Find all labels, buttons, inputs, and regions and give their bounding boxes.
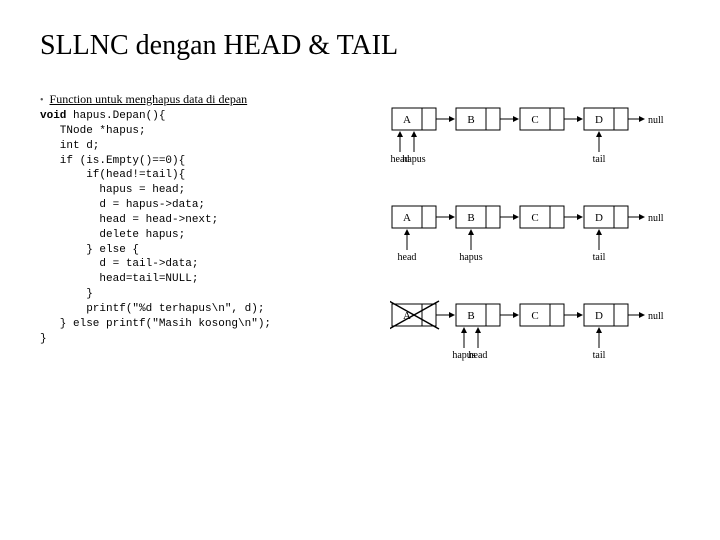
code-l7: d = hapus->data; bbox=[40, 199, 205, 211]
content-row: • Function untuk menghapus data di depan… bbox=[40, 92, 680, 376]
diagram-column: A B C Dnull head hapus tail A B C Dnull head hapus t… bbox=[390, 92, 690, 376]
svg-text:A: A bbox=[403, 212, 411, 224]
code-l8: head = head->next; bbox=[40, 214, 218, 226]
svg-text:A: A bbox=[403, 114, 411, 126]
svg-text:C: C bbox=[531, 212, 538, 224]
svg-text:tail: tail bbox=[593, 350, 606, 361]
svg-text:tail: tail bbox=[593, 252, 606, 263]
page-title: SLLNC dengan HEAD & TAIL bbox=[40, 30, 680, 62]
code-l5: if(head!=tail){ bbox=[40, 169, 185, 181]
code-l2: TNode *hapus; bbox=[40, 125, 146, 137]
svg-text:tail: tail bbox=[593, 154, 606, 165]
svg-text:B: B bbox=[467, 114, 474, 126]
subtitle-row: • Function untuk menghapus data di depan bbox=[40, 92, 370, 107]
svg-text:head: head bbox=[469, 350, 488, 361]
svg-text:null: null bbox=[648, 115, 664, 126]
svg-text:null: null bbox=[648, 311, 664, 322]
svg-text:C: C bbox=[531, 114, 538, 126]
code-l13: } bbox=[40, 288, 93, 300]
code-kw-void: void bbox=[40, 110, 66, 122]
code-l4: if (is.Empty()==0){ bbox=[40, 155, 185, 167]
diagram-row-2: A B C Dnull head hapus tail bbox=[390, 198, 690, 278]
code-l11: d = tail->data; bbox=[40, 258, 198, 270]
subtitle-text: Function untuk menghapus data di depan bbox=[50, 92, 248, 107]
code-l9: delete hapus; bbox=[40, 229, 185, 241]
svg-text:D: D bbox=[595, 114, 603, 126]
svg-text:hapus: hapus bbox=[459, 252, 482, 263]
code-column: • Function untuk menghapus data di depan… bbox=[40, 92, 370, 376]
svg-text:null: null bbox=[648, 213, 664, 224]
code-l16: } bbox=[40, 333, 47, 345]
svg-text:head: head bbox=[398, 252, 417, 263]
bullet-icon: • bbox=[40, 95, 44, 106]
code-l10: } else { bbox=[40, 244, 139, 256]
svg-text:D: D bbox=[595, 310, 603, 322]
svg-text:D: D bbox=[595, 212, 603, 224]
code-block: void hapus.Depan(){ TNode *hapus; int d;… bbox=[40, 109, 370, 347]
code-l3: int d; bbox=[40, 140, 99, 152]
code-l6: hapus = head; bbox=[40, 184, 185, 196]
svg-text:B: B bbox=[467, 310, 474, 322]
code-l14: printf("%d terhapus\n", d); bbox=[40, 303, 264, 315]
code-l1b: hapus.Depan(){ bbox=[66, 110, 165, 122]
svg-text:hapus: hapus bbox=[402, 154, 425, 165]
svg-text:B: B bbox=[467, 212, 474, 224]
code-l12: head=tail=NULL; bbox=[40, 273, 198, 285]
code-l15: } else printf("Masih kosong\n"); bbox=[40, 318, 271, 330]
svg-text:C: C bbox=[531, 310, 538, 322]
diagram-row-1: ABCDnullheadhapustail bbox=[390, 100, 690, 180]
diagram-row-3: ABCDnullhapusheadtail bbox=[390, 296, 690, 376]
